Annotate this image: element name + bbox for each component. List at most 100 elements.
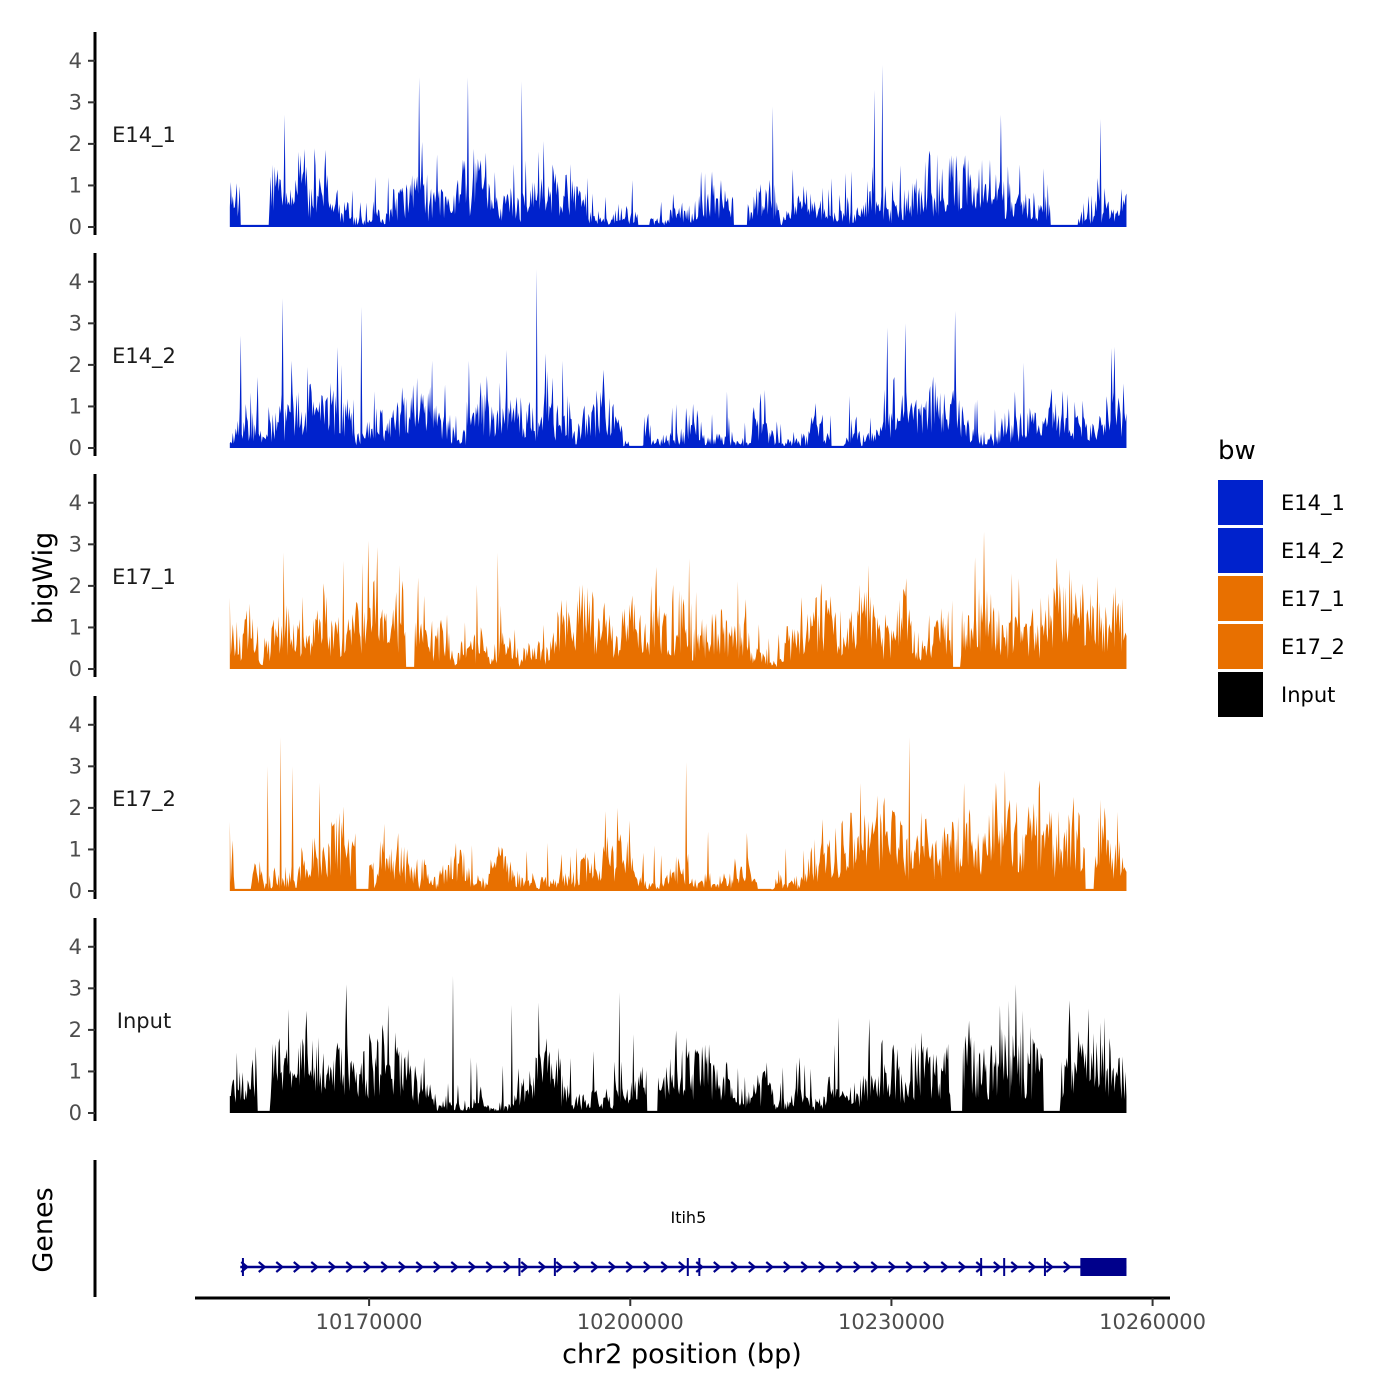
legend-item-e17_1: E17_1 <box>1218 576 1345 621</box>
y-tick-label: 0 <box>69 879 82 903</box>
strand-arrow <box>783 1261 792 1273</box>
strand-arrow <box>625 1261 634 1273</box>
legend-swatch <box>1218 576 1263 621</box>
strand-arrow <box>923 1261 932 1273</box>
coverage-area-e17_1 <box>229 531 1127 669</box>
legend-item-e14_1: E14_1 <box>1218 480 1345 525</box>
legend-label: Input <box>1281 683 1335 707</box>
strand-arrow <box>940 1261 949 1273</box>
x-tick-label: 10170000 <box>316 1310 423 1334</box>
coverage-tracks: 0 1 2 3 4 E14_1 0 1 2 3 4 E14_2 0 1 2 3 4 E17_1 0 1 2 3 4 E17_2… <box>69 32 1127 1125</box>
strand-arrow <box>258 1261 267 1273</box>
track-label-e14_1: E14_1 <box>112 123 176 148</box>
legend-swatch <box>1218 624 1263 669</box>
track-panel-e17_1: 0 1 2 3 4 E17_1 <box>69 474 1127 681</box>
strand-arrow <box>905 1261 914 1273</box>
coverage-area-e17_2 <box>229 737 1127 891</box>
legend-label: E17_1 <box>1281 587 1345 612</box>
y-tick-label: 3 <box>69 311 82 335</box>
strand-arrow <box>433 1261 442 1273</box>
y-tick-label: 1 <box>69 1059 82 1083</box>
y-tick-label: 4 <box>69 935 82 959</box>
strand-arrow <box>415 1261 424 1273</box>
strand-arrow <box>345 1261 354 1273</box>
legend: bw E14_1 E14_2 E17_1 E17_2 Input <box>1218 436 1345 717</box>
y-tick-label: 2 <box>69 1018 82 1042</box>
strand-arrow <box>888 1261 897 1273</box>
legend-swatch <box>1218 672 1263 717</box>
y-tick-label: 1 <box>69 394 82 418</box>
legend-item-e14_2: E14_2 <box>1218 528 1345 573</box>
gene-itih5: Itih5 <box>240 1208 1127 1276</box>
y-tick-label: 1 <box>69 837 82 861</box>
y-tick-label: 4 <box>69 49 82 73</box>
strand-arrow <box>835 1261 844 1273</box>
y-tick-label: 3 <box>69 976 82 1000</box>
strand-arrow <box>1028 1261 1037 1273</box>
legend-item-e17_2: E17_2 <box>1218 624 1345 669</box>
x-axis-title: chr2 position (bp) <box>562 1339 802 1370</box>
genes-track-title: Genes <box>28 1187 59 1272</box>
legend-label: E17_2 <box>1281 635 1345 660</box>
strand-arrow <box>293 1261 302 1273</box>
legend-item-input: Input <box>1218 672 1335 717</box>
strand-arrow <box>748 1261 757 1273</box>
coverage-area-e14_1 <box>229 64 1127 228</box>
y-tick-label: 2 <box>69 574 82 598</box>
x-tick-label: 10230000 <box>838 1310 945 1334</box>
strand-arrow <box>363 1261 372 1273</box>
strand-arrow <box>328 1261 337 1273</box>
track-panel-e14_1: 0 1 2 3 4 E14_1 <box>69 32 1127 239</box>
strand-arrow <box>713 1261 722 1273</box>
coverage-area-e14_2 <box>229 269 1127 448</box>
x-axis: 10170000 10200000 10230000 10260000 <box>195 1296 1206 1334</box>
strand-arrow <box>993 1261 1002 1273</box>
strand-arrow <box>678 1261 687 1273</box>
strand-arrow <box>520 1261 529 1273</box>
strand-arrow <box>538 1261 547 1273</box>
strand-arrow <box>1045 1261 1054 1273</box>
y-tick-label: 0 <box>69 215 82 239</box>
y-axis-title: bigWig <box>28 532 59 625</box>
strand-arrow <box>958 1261 967 1273</box>
strand-arrow <box>485 1261 494 1273</box>
strand-arrow <box>1063 1261 1072 1273</box>
strand-arrow <box>275 1261 284 1273</box>
y-tick-label: 2 <box>69 353 82 377</box>
strand-arrow <box>975 1261 984 1273</box>
y-tick-label: 1 <box>69 615 82 639</box>
strand-arrow <box>695 1261 704 1273</box>
strand-arrow <box>853 1261 862 1273</box>
y-tick-label: 0 <box>69 657 82 681</box>
y-tick-label: 3 <box>69 754 82 778</box>
legend-title: bw <box>1218 436 1256 466</box>
strand-arrow <box>1010 1261 1019 1273</box>
y-tick-label: 2 <box>69 796 82 820</box>
track-label-e17_2: E17_2 <box>112 787 176 812</box>
gene-name-label: Itih5 <box>670 1208 706 1227</box>
track-label-e14_2: E14_2 <box>112 344 176 369</box>
strand-arrow <box>590 1261 599 1273</box>
gene-exon-block <box>1080 1258 1127 1276</box>
strand-arrow <box>800 1261 809 1273</box>
y-tick-label: 4 <box>69 270 82 294</box>
legend-swatch <box>1218 480 1263 525</box>
track-panel-input: 0 1 2 3 4 Input <box>69 918 1127 1125</box>
strand-arrow <box>450 1261 459 1273</box>
x-tick-label: 10200000 <box>577 1310 684 1334</box>
strand-arrow <box>818 1261 827 1273</box>
strand-arrow <box>503 1261 512 1273</box>
strand-arrow <box>468 1261 477 1273</box>
strand-arrow <box>380 1261 389 1273</box>
legend-label: E14_1 <box>1281 491 1345 516</box>
y-tick-label: 2 <box>69 132 82 156</box>
strand-arrow <box>643 1261 652 1273</box>
track-panel-e17_2: 0 1 2 3 4 E17_2 <box>69 696 1127 903</box>
y-tick-label: 4 <box>69 491 82 515</box>
gene-track: Itih5 <box>93 1160 1127 1297</box>
strand-arrow <box>555 1261 564 1273</box>
y-tick-label: 0 <box>69 1101 82 1125</box>
legend-swatch <box>1218 528 1263 573</box>
y-tick-label: 4 <box>69 713 82 737</box>
